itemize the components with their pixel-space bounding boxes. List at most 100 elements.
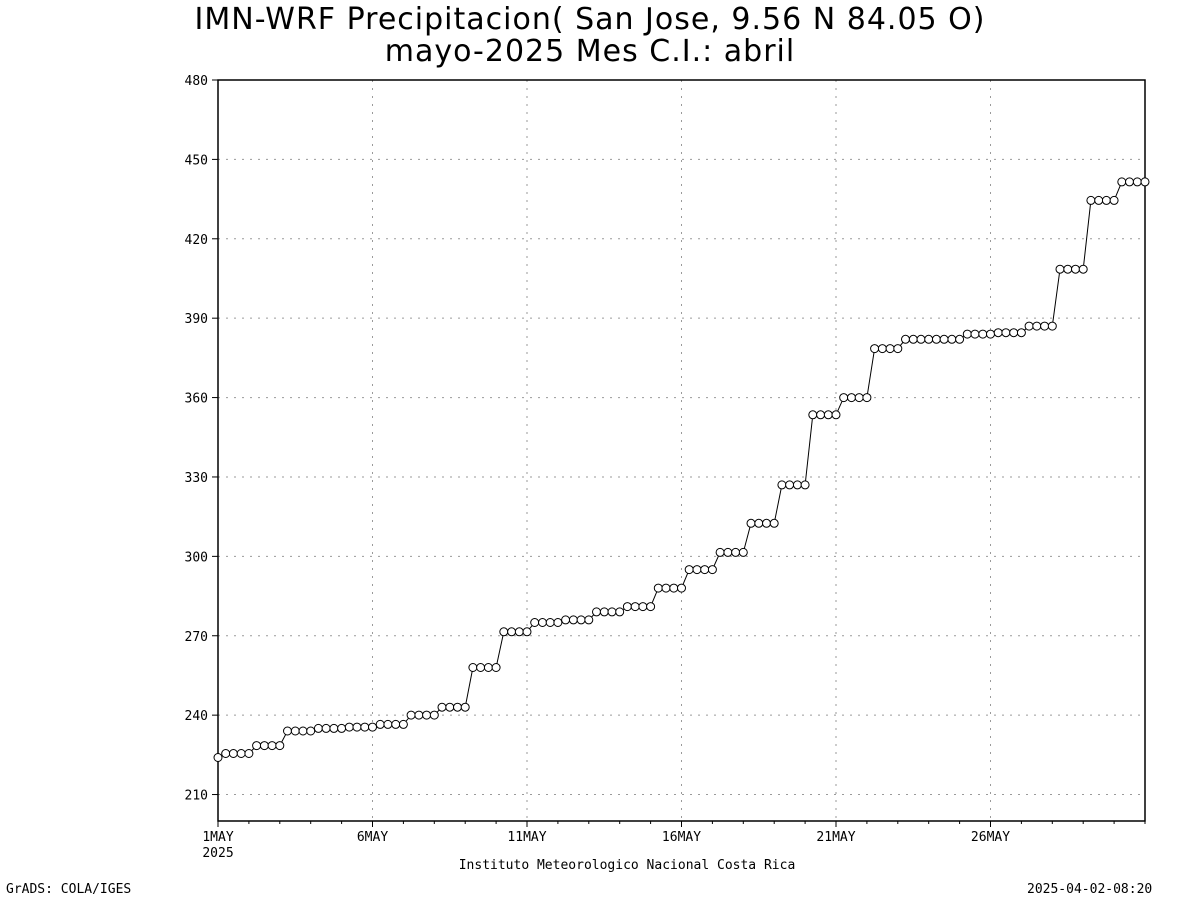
y-tick-label: 300 (185, 550, 208, 565)
data-point (792, 480, 802, 490)
x-tick-label: 26MAY (971, 830, 1010, 845)
data-point (785, 480, 795, 490)
data-point (754, 518, 764, 528)
data-point (993, 328, 1003, 338)
data-point (939, 334, 949, 344)
data-point (1125, 177, 1134, 187)
data-point (738, 547, 748, 557)
plot-border (217, 79, 1146, 822)
data-point (839, 393, 849, 403)
data-point (406, 710, 416, 720)
data-point (607, 607, 617, 617)
data-point (962, 329, 972, 339)
data-point (1063, 264, 1073, 274)
data-point (762, 518, 771, 528)
data-point (530, 618, 540, 627)
data-point (298, 726, 308, 736)
y-tick-label: 480 (185, 74, 208, 89)
data-point (414, 710, 424, 720)
data-point (553, 618, 563, 627)
data-point (313, 723, 323, 733)
data-point (986, 329, 995, 339)
data-point (731, 547, 741, 557)
x-tick-label: 6MAY (357, 830, 388, 845)
data-point (561, 615, 571, 625)
data-point (352, 722, 362, 732)
y-tick-label: 270 (185, 630, 208, 645)
data-point (429, 710, 439, 720)
data-point (599, 607, 609, 617)
grid-lines (218, 80, 1145, 821)
data-point (916, 334, 926, 344)
data-point (453, 702, 462, 712)
data-point (1071, 264, 1080, 274)
data-point (545, 618, 555, 627)
data-point (1117, 177, 1127, 187)
data-point (669, 583, 679, 593)
data-point (275, 741, 285, 751)
data-point (1032, 321, 1042, 331)
data-point (1016, 328, 1026, 338)
data-point (476, 663, 486, 672)
data-point (1024, 321, 1034, 331)
footer-timestamp: 2025-04-02-08:20 (1027, 882, 1153, 897)
x-tick-label: 11MAY (507, 830, 546, 845)
data-point (955, 334, 965, 344)
data-point (638, 602, 648, 612)
data-point (267, 741, 277, 751)
data-point (684, 565, 694, 575)
data-point (908, 334, 918, 344)
data-point (746, 518, 756, 528)
data-point (646, 602, 656, 612)
data-point (707, 565, 717, 575)
data-point (1047, 321, 1057, 331)
chart-title: IMN-WRF Precipitacion( San Jose, 9.56 N … (194, 2, 986, 37)
data-point (661, 583, 671, 593)
data-point (507, 627, 517, 637)
data-point (290, 726, 300, 736)
data-point (1078, 264, 1088, 274)
data-point (236, 749, 246, 758)
data-point (468, 663, 478, 672)
data-point (337, 723, 347, 733)
data-point (360, 722, 370, 732)
data-point (483, 663, 493, 672)
x-tick-label: 16MAY (662, 830, 701, 845)
data-point (816, 410, 826, 420)
chart-subtitle: mayo-2025 Mes C.I.: abril (384, 34, 796, 69)
data-point (522, 627, 532, 637)
data-point (862, 393, 872, 403)
x-axis-label: Instituto Meteorologico Nacional Costa R… (459, 858, 796, 873)
data-point (422, 710, 432, 720)
data-point (213, 753, 223, 762)
data-point (931, 334, 941, 344)
data-point (870, 344, 880, 354)
data-point (677, 583, 686, 593)
data-point (808, 410, 818, 420)
data-point (398, 719, 408, 729)
series-group (213, 177, 1150, 762)
data-point (777, 480, 787, 490)
data-point (615, 607, 625, 617)
data-point (1094, 195, 1104, 205)
data-point (283, 726, 292, 736)
data-point (460, 702, 470, 712)
y-tick-label: 420 (185, 233, 208, 248)
data-point (499, 627, 509, 637)
data-point (823, 410, 833, 420)
x-tick-label: 21MAY (816, 830, 855, 845)
data-point (445, 702, 455, 712)
y-tick-label: 330 (185, 471, 208, 486)
y-tick-label: 390 (185, 312, 208, 327)
data-point (831, 410, 841, 420)
y-tick-label: 240 (185, 709, 208, 724)
data-point (383, 719, 393, 729)
data-point (947, 334, 957, 344)
data-point (592, 607, 601, 617)
data-point (1001, 328, 1011, 338)
data-point (1009, 328, 1019, 338)
y-tick-label: 360 (185, 392, 208, 407)
data-point (901, 334, 910, 344)
data-point (653, 583, 663, 593)
data-point (228, 749, 238, 758)
